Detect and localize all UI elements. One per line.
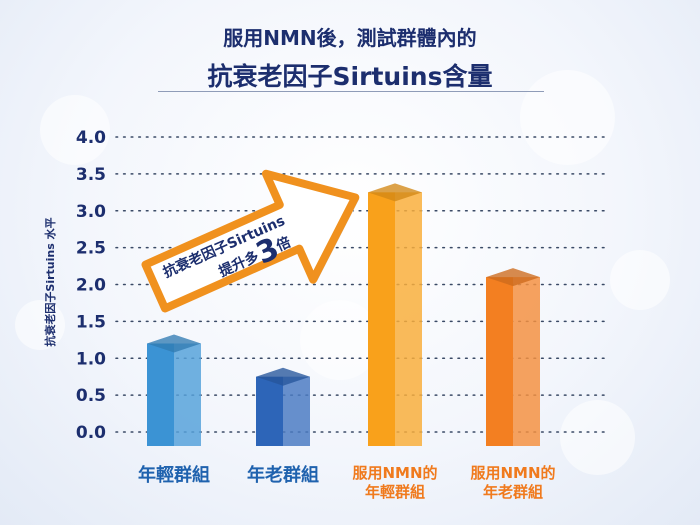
callout-arrow: 抗衰老因子Sirtuins 提升多3倍 xyxy=(141,169,360,313)
chart-title: 服用NMN後，測試群體內的 xyxy=(223,26,477,50)
bar-side-highlight xyxy=(395,192,422,446)
x-tick-label: 服用NMN的 年老群組 xyxy=(458,464,568,502)
bar-top-shade xyxy=(147,334,201,353)
bar-top-shade xyxy=(486,268,540,287)
bar-side-face xyxy=(395,192,422,446)
bar-top-face xyxy=(147,334,201,353)
bar-young-group xyxy=(147,334,201,446)
bar-old-group xyxy=(256,367,310,446)
bokeh-light xyxy=(40,95,110,165)
x-tick-label: 年輕群組 xyxy=(119,466,229,485)
chart-subtitle: 抗衰老因子Sirtuins含量 xyxy=(207,62,493,91)
bar-top-shade xyxy=(368,183,422,202)
x-tick-label-line: 年老群組 xyxy=(247,465,319,486)
x-tick-label-line: 服用NMN的 xyxy=(352,464,438,482)
bar-side-face xyxy=(513,277,540,446)
bar-side-highlight xyxy=(513,277,540,446)
bar-front-face xyxy=(368,192,395,446)
bar-side-face xyxy=(174,343,201,446)
y-tick-label: 0.0 xyxy=(76,423,106,443)
gridlines xyxy=(115,136,605,433)
y-tick-label: 0.5 xyxy=(76,386,106,406)
x-tick-label-line: 服用NMN的 xyxy=(470,464,556,482)
bar-top-face xyxy=(486,268,540,287)
bar-top-face xyxy=(368,183,422,202)
x-tick-label: 服用NMN的 年輕群組 xyxy=(340,464,450,502)
y-tick-label: 1.5 xyxy=(76,312,106,332)
bokeh-light xyxy=(15,300,65,350)
bokeh-light xyxy=(520,70,615,165)
y-tick-label: 4.0 xyxy=(76,128,106,148)
bar-top-face xyxy=(256,367,310,386)
x-tick-label-line: 年輕群組 xyxy=(138,465,210,486)
bokeh-light xyxy=(610,250,670,310)
y-tick-label: 2.0 xyxy=(76,276,106,296)
y-tick-label: 2.5 xyxy=(76,239,106,259)
y-tick-label: 3.5 xyxy=(76,165,106,185)
bar-side-highlight xyxy=(174,343,201,446)
x-tick-label: 年老群組 xyxy=(228,466,338,485)
x-tick-label-line: 年輕群組 xyxy=(364,483,425,501)
bokeh-light xyxy=(560,400,635,475)
bar-front-face xyxy=(256,376,283,446)
y-tick-label: 3.0 xyxy=(76,202,106,222)
callout-arrow-body xyxy=(141,169,360,313)
y-tick-labels: 0.0 0.5 1.0 1.5 2.0 2.5 3.0 3.5 4.0 xyxy=(76,128,106,443)
bar-front-face xyxy=(147,343,174,446)
bar-side-face xyxy=(283,376,310,446)
x-tick-label-line: 年老群組 xyxy=(482,483,543,501)
y-tick-label: 1.0 xyxy=(76,349,106,369)
bars xyxy=(147,183,540,446)
bar-side-highlight xyxy=(283,376,310,446)
bokeh-light xyxy=(300,300,380,380)
bar-nmn-old-group xyxy=(486,268,540,446)
title-divider xyxy=(158,91,544,92)
bar-top-shade xyxy=(256,367,310,386)
bar-front-face xyxy=(486,277,513,446)
bar-nmn-young-group xyxy=(368,183,422,446)
